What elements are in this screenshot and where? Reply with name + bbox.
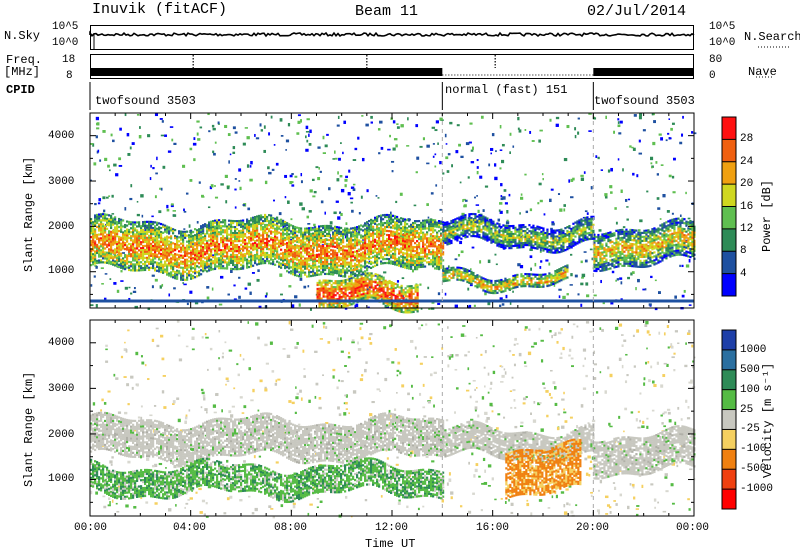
nsearch-tick-top: 10^5 bbox=[709, 21, 736, 33]
nsky-label: N.Sky bbox=[4, 29, 41, 43]
power-colorbar-tick: 4 bbox=[740, 267, 747, 280]
power-ytick-3000: 3000 bbox=[48, 176, 75, 188]
power-colorbar-tick: 24 bbox=[740, 155, 754, 168]
station-title: Inuvik (fitACF) bbox=[92, 1, 228, 18]
nsky-tick-top: 10^5 bbox=[52, 21, 79, 33]
velocity-colorbar-tick: -100 bbox=[740, 443, 767, 456]
xtick-5: 20:00 bbox=[576, 522, 610, 534]
velocity-colorbar-tick: -1000 bbox=[740, 483, 774, 496]
xtick-4: 16:00 bbox=[476, 522, 510, 534]
nsky-tick-bottom: 10^0 bbox=[52, 37, 79, 49]
freq-traces bbox=[90, 46, 790, 78]
nave-tick-top: 80 bbox=[709, 54, 723, 66]
power-colorbar-tick: 20 bbox=[740, 178, 754, 191]
velocity-colorbar-label: Velocity [m s⁻¹] bbox=[761, 362, 775, 478]
velocity-ytick-2000: 2000 bbox=[48, 429, 75, 441]
cpid-segment-1: twofsound 3503 bbox=[95, 94, 196, 108]
freq-tick-top: 18 bbox=[62, 54, 76, 66]
nsearch-label: N.Search bbox=[744, 30, 800, 44]
velocity-colorbar-tick: -25 bbox=[740, 423, 760, 436]
cpid-segment-3: twofsound 3503 bbox=[594, 94, 695, 108]
nave-tick-bottom: 0 bbox=[709, 70, 716, 82]
power-colorbar-tick: 28 bbox=[740, 133, 754, 146]
nsky-traces bbox=[89, 30, 695, 49]
xtick-1: 04:00 bbox=[173, 522, 207, 534]
freq-tick-bottom: 8 bbox=[66, 70, 73, 82]
power-colorbar-tick: 8 bbox=[740, 245, 747, 258]
cpid-segment-2: normal (fast) 151 bbox=[445, 83, 568, 97]
power-ytick-1000: 1000 bbox=[48, 265, 75, 277]
velocity-colorbar-tick: 25 bbox=[740, 403, 754, 416]
freq-unit: [MHz] bbox=[4, 65, 41, 79]
x-axis-label: Time UT bbox=[365, 537, 416, 551]
velocity-ytick-4000: 4000 bbox=[48, 337, 75, 349]
axes bbox=[89, 112, 737, 517]
velocity-colorbar-tick: -500 bbox=[740, 463, 767, 476]
xtick-2: 08:00 bbox=[274, 522, 308, 534]
nsky-panel bbox=[90, 25, 694, 50]
xtick-3: 12:00 bbox=[375, 522, 409, 534]
xtick-0: 00:00 bbox=[74, 522, 108, 534]
velocity-colorbar-tick: 100 bbox=[740, 383, 760, 396]
velocity-ytick-1000: 1000 bbox=[48, 473, 75, 485]
power-ytick-4000: 4000 bbox=[48, 130, 75, 142]
xtick-6: 00:00 bbox=[676, 522, 710, 534]
velocity-ytick-3000: 3000 bbox=[48, 383, 75, 395]
cpid-lines bbox=[89, 82, 594, 110]
power-ylabel: Slant Range [km] bbox=[22, 156, 36, 272]
velocity-colorbar-tick: 1000 bbox=[740, 343, 767, 356]
nsearch-tick-bottom: 10^0 bbox=[709, 37, 736, 49]
cpid-label: CPID bbox=[6, 83, 35, 97]
nave-label: Nave bbox=[748, 65, 777, 79]
power-colorbar-label: Power [dB] bbox=[760, 179, 774, 252]
velocity-ylabel: Slant Range [km] bbox=[22, 371, 36, 487]
power-colorbar-tick: 12 bbox=[740, 222, 754, 235]
velocity-heatmap bbox=[90, 320, 696, 519]
power-heatmap bbox=[90, 113, 697, 314]
velocity-colorbar-tick: 500 bbox=[740, 363, 760, 376]
power-colorbar-tick: 16 bbox=[740, 200, 754, 213]
beam-title: Beam 11 bbox=[355, 3, 419, 20]
freq-label: Freq. bbox=[6, 53, 43, 67]
power-ytick-2000: 2000 bbox=[48, 221, 75, 233]
date-title: 02/Jul/2014 bbox=[587, 3, 687, 20]
